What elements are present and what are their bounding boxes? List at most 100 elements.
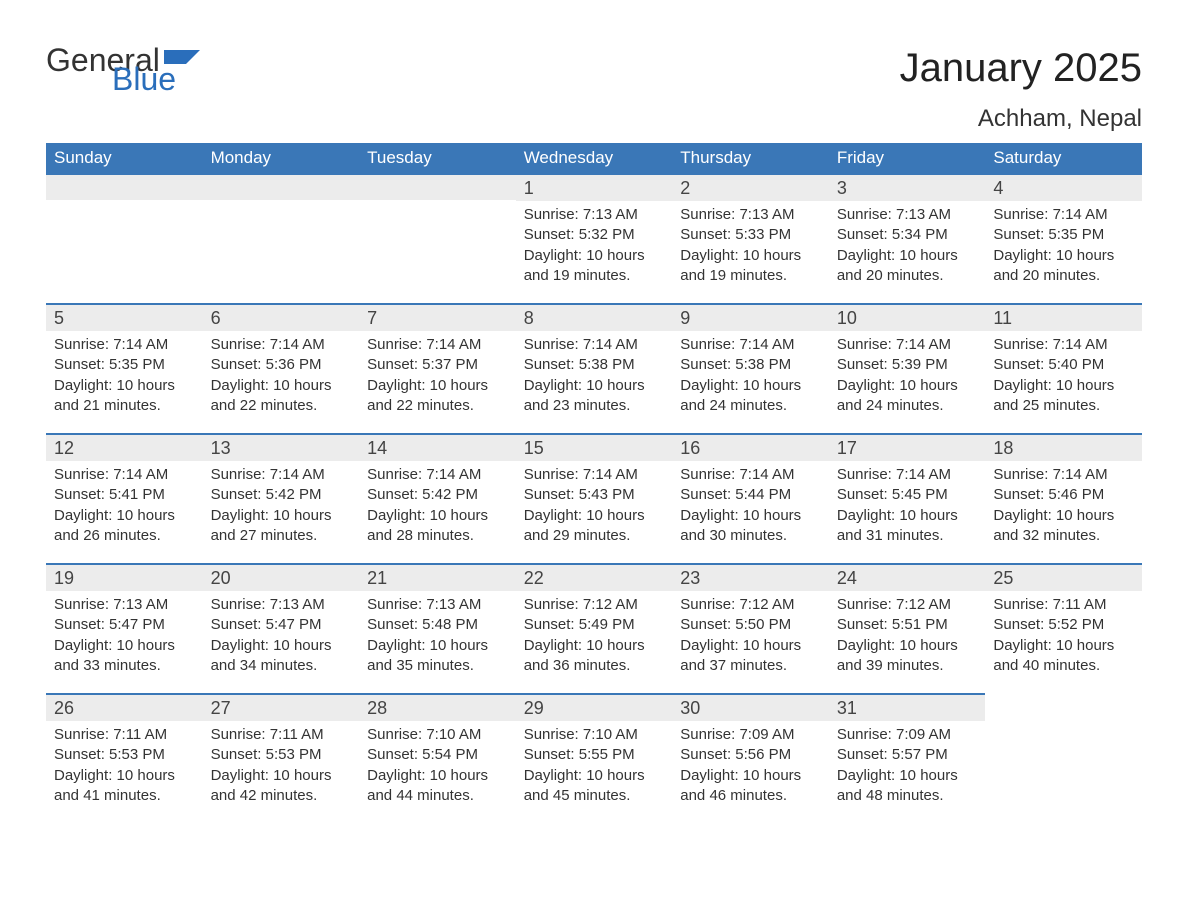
calendar-day-cell: 21Sunrise: 7:13 AMSunset: 5:48 PMDayligh… (359, 563, 516, 693)
sunset-text: Sunset: 5:35 PM (54, 355, 195, 375)
calendar-day-cell (359, 173, 516, 303)
calendar-day-cell: 28Sunrise: 7:10 AMSunset: 5:54 PMDayligh… (359, 693, 516, 823)
sunset-text: Sunset: 5:56 PM (680, 745, 821, 765)
location: Achham, Nepal (900, 105, 1142, 133)
weekday-header: Sunday (46, 143, 203, 173)
sunrise-text: Sunrise: 7:14 AM (367, 335, 508, 355)
sunrise-text: Sunrise: 7:13 AM (680, 205, 821, 225)
calendar-day-cell: 15 Sunrise: 7:14 AMSunset: 5:43 PMDayligh… (516, 433, 673, 563)
sunrise-text: Sunrise: 7:10 AM (524, 725, 665, 745)
day-details: Sunrise: 7:09 AMSunset: 5:56 PMDaylight:… (672, 721, 829, 814)
day-details: Sunrise: 7:14 AMSunset: 5:36 PMDaylight:… (203, 331, 360, 424)
day-number: 14 (359, 433, 516, 461)
sunset-text: Sunset: 5:53 PM (211, 745, 352, 765)
calendar-day-cell (985, 693, 1142, 823)
day-details: Sunrise: 7:11 AMSunset: 5:52 PMDaylight:… (985, 591, 1142, 684)
daylight-text: Daylight: 10 hours and 25 minutes. (993, 376, 1134, 417)
sunset-text: Sunset: 5:54 PM (367, 745, 508, 765)
day-number: 18 (985, 433, 1142, 461)
day-number: 15 (516, 433, 673, 461)
sunrise-text: Sunrise: 7:14 AM (524, 465, 665, 485)
sunrise-text: Sunrise: 7:11 AM (211, 725, 352, 745)
sunset-text: Sunset: 5:32 PM (524, 225, 665, 245)
calendar-day-cell: 7Sunrise: 7:14 AMSunset: 5:37 PMDaylight… (359, 303, 516, 433)
day-number: 6 (203, 303, 360, 331)
calendar-day-cell (46, 173, 203, 303)
day-number: 13 (203, 433, 360, 461)
day-details: Sunrise: 7:09 AMSunset: 5:57 PMDaylight:… (829, 721, 986, 814)
day-number: 7 (359, 303, 516, 331)
calendar-day-cell: 1Sunrise: 7:13 AMSunset: 5:32 PMDaylight… (516, 173, 673, 303)
day-details: Sunrise: 7:13 AMSunset: 5:47 PMDaylight:… (203, 591, 360, 684)
day-number: 25 (985, 563, 1142, 591)
sunrise-text: Sunrise: 7:14 AM (680, 465, 821, 485)
sunrise-text: Sunrise: 7:14 AM (993, 205, 1134, 225)
sunset-text: Sunset: 5:43 PM (524, 485, 665, 505)
day-details: Sunrise: 7:10 AMSunset: 5:55 PMDaylight:… (516, 721, 673, 814)
day-details: Sunrise: 7:13 AMSunset: 5:32 PMDaylight:… (516, 201, 673, 294)
day-details: Sunrise: 7:14 AMSunset: 5:44 PMDaylight:… (672, 461, 829, 554)
calendar-day-cell: 17Sunrise: 7:14 AMSunset: 5:45 PMDayligh… (829, 433, 986, 563)
sunrise-text: Sunrise: 7:14 AM (993, 335, 1134, 355)
sunset-text: Sunset: 5:34 PM (837, 225, 978, 245)
weekday-header: Tuesday (359, 143, 516, 173)
sunrise-text: Sunrise: 7:14 AM (524, 335, 665, 355)
sunrise-text: Sunrise: 7:12 AM (680, 595, 821, 615)
sunset-text: Sunset: 5:53 PM (54, 745, 195, 765)
calendar-day-cell: 12Sunrise: 7:14 AMSunset: 5:41 PMDayligh… (46, 433, 203, 563)
daylight-text: Daylight: 10 hours and 40 minutes. (993, 636, 1134, 677)
sunrise-text: Sunrise: 7:14 AM (211, 335, 352, 355)
day-number: 22 (516, 563, 673, 591)
daylight-text: Daylight: 10 hours and 48 minutes. (837, 766, 978, 807)
weekday-header: Saturday (985, 143, 1142, 173)
calendar-day-cell: 19Sunrise: 7:13 AMSunset: 5:47 PMDayligh… (46, 563, 203, 693)
weekday-header: Friday (829, 143, 986, 173)
calendar-day-cell: 27Sunrise: 7:11 AMSunset: 5:53 PMDayligh… (203, 693, 360, 823)
day-details: Sunrise: 7:12 AMSunset: 5:51 PMDaylight:… (829, 591, 986, 684)
sunrise-text: Sunrise: 7:14 AM (993, 465, 1134, 485)
sunset-text: Sunset: 5:47 PM (54, 615, 195, 635)
day-details: Sunrise: 7:14 AMSunset: 5:35 PMDaylight:… (985, 201, 1142, 294)
sunrise-text: Sunrise: 7:11 AM (54, 725, 195, 745)
daylight-text: Daylight: 10 hours and 37 minutes. (680, 636, 821, 677)
sunrise-text: Sunrise: 7:13 AM (524, 205, 665, 225)
day-number: 4 (985, 173, 1142, 201)
sunset-text: Sunset: 5:35 PM (993, 225, 1134, 245)
day-number: 3 (829, 173, 986, 201)
daylight-text: Daylight: 10 hours and 21 minutes. (54, 376, 195, 417)
daylight-text: Daylight: 10 hours and 35 minutes. (367, 636, 508, 677)
day-details: Sunrise: 7:13 AMSunset: 5:34 PMDaylight:… (829, 201, 986, 294)
sunrise-text: Sunrise: 7:14 AM (211, 465, 352, 485)
sunset-text: Sunset: 5:52 PM (993, 615, 1134, 635)
calendar-week-row: 1Sunrise: 7:13 AMSunset: 5:32 PMDaylight… (46, 173, 1142, 303)
day-number: 1 (516, 173, 673, 201)
header: General Blue January 2025 Achham, Nepal (46, 46, 1142, 133)
daylight-text: Daylight: 10 hours and 42 minutes. (211, 766, 352, 807)
calendar-day-cell: 2Sunrise: 7:13 AMSunset: 5:33 PMDaylight… (672, 173, 829, 303)
daylight-text: Daylight: 10 hours and 29 minutes. (524, 506, 665, 547)
calendar-day-cell: 31Sunrise: 7:09 AMSunset: 5:57 PMDayligh… (829, 693, 986, 823)
daylight-text: Daylight: 10 hours and 44 minutes. (367, 766, 508, 807)
daylight-text: Daylight: 10 hours and 20 minutes. (993, 246, 1134, 287)
day-details: Sunrise: 7:14 AMSunset: 5:37 PMDaylight:… (359, 331, 516, 424)
sunset-text: Sunset: 5:57 PM (837, 745, 978, 765)
day-number: 10 (829, 303, 986, 331)
calendar-week-row: 19Sunrise: 7:13 AMSunset: 5:47 PMDayligh… (46, 563, 1142, 693)
sunrise-text: Sunrise: 7:13 AM (367, 595, 508, 615)
calendar-day-cell: 8Sunrise: 7:14 AMSunset: 5:38 PMDaylight… (516, 303, 673, 433)
weekday-header: Thursday (672, 143, 829, 173)
day-details: Sunrise: 7:13 AMSunset: 5:47 PMDaylight:… (46, 591, 203, 684)
calendar-day-cell: 10Sunrise: 7:14 AMSunset: 5:39 PMDayligh… (829, 303, 986, 433)
day-details: Sunrise: 7:14 AMSunset: 5:35 PMDaylight:… (46, 331, 203, 424)
daylight-text: Daylight: 10 hours and 28 minutes. (367, 506, 508, 547)
day-details: Sunrise: 7:14 AMSunset: 5:38 PMDaylight:… (672, 331, 829, 424)
daylight-text: Daylight: 10 hours and 23 minutes. (524, 376, 665, 417)
sunrise-text: Sunrise: 7:10 AM (367, 725, 508, 745)
calendar-day-cell: 6Sunrise: 7:14 AMSunset: 5:36 PMDaylight… (203, 303, 360, 433)
sunrise-text: Sunrise: 7:12 AM (837, 595, 978, 615)
month-title: January 2025 (900, 46, 1142, 91)
daylight-text: Daylight: 10 hours and 33 minutes. (54, 636, 195, 677)
daylight-text: Daylight: 10 hours and 31 minutes. (837, 506, 978, 547)
day-details: Sunrise: 7:11 AMSunset: 5:53 PMDaylight:… (46, 721, 203, 814)
day-number: 19 (46, 563, 203, 591)
